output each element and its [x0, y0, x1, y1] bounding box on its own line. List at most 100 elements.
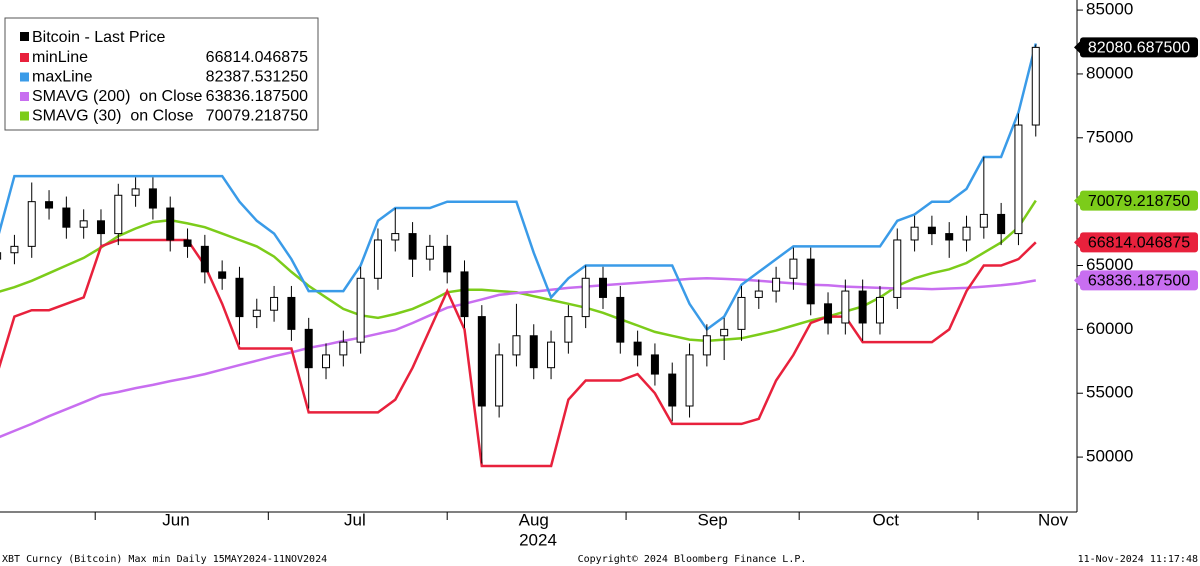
candle-body [200, 245, 209, 273]
candle-body [806, 258, 815, 305]
legend: Bitcoin - Last Price minLine 66814.046875 m… [4, 17, 319, 131]
x-axis-label: 2024 [519, 530, 557, 549]
candle-body [945, 233, 954, 241]
candle-body [148, 188, 157, 209]
legend-box [4, 17, 319, 131]
candle-body [183, 239, 192, 247]
footer-left: XBT Curncy (Bitcoin) Max min Daily 15MAY… [2, 554, 327, 565]
value-tag [1080, 190, 1198, 211]
x-tick-label: Nov [1038, 510, 1069, 529]
candle-body [373, 239, 382, 279]
candle-body [547, 341, 556, 369]
candle-body [62, 207, 71, 228]
candle-body [287, 296, 296, 330]
candle-body [1031, 46, 1040, 126]
value-tag-label: 63836.187500 [1088, 273, 1190, 290]
value-tag-pointer [1074, 236, 1080, 249]
candle-body [633, 341, 642, 356]
candle-body [737, 296, 746, 330]
candle-body [875, 296, 884, 324]
candle-body [270, 296, 279, 311]
candle-body [408, 233, 417, 260]
candle-body [910, 226, 919, 241]
candle-body [96, 220, 105, 235]
candle-body [218, 271, 227, 279]
legend-value: 63836.187500 [206, 88, 308, 105]
candle-body [858, 290, 867, 324]
candle-body [252, 309, 261, 318]
legend-swatch [20, 53, 29, 62]
legend-label: SMAVG (200) on Close [32, 88, 203, 105]
legend-swatch [20, 32, 29, 41]
candle-body [581, 277, 590, 318]
legend-label: minLine [32, 49, 88, 66]
candle-body [789, 258, 798, 279]
candle-body [477, 316, 486, 407]
y-tick-label: 75000 [1086, 127, 1133, 146]
candle-body [27, 201, 36, 247]
x-tick-label: Oct [873, 510, 900, 529]
legend-value: 82387.531250 [206, 69, 308, 86]
value-tag-label: 70079.218750 [1088, 193, 1190, 210]
candle-body [512, 335, 521, 356]
legend-value: 70079.218750 [206, 108, 308, 125]
candle-body [460, 271, 469, 318]
legend-swatch [20, 111, 29, 121]
candle-body [824, 303, 833, 324]
candle-body [1014, 124, 1023, 235]
series-line [0, 43, 1038, 332]
legend-swatch [20, 72, 29, 82]
candle-body [0, 252, 2, 260]
candle-body [564, 316, 573, 343]
x-tick-label: Jun [162, 510, 189, 529]
legend-label: SMAVG (30) on Close [32, 108, 194, 125]
footer-center: Copyright© 2024 Bloomberg Finance L.P. [578, 554, 807, 565]
candle-body [668, 373, 677, 407]
candle-body [79, 220, 88, 228]
candle-body [304, 328, 313, 369]
candle-body [322, 354, 331, 369]
candle-body [927, 226, 936, 235]
candle-body [10, 245, 19, 254]
x-tick-label: Sep [698, 510, 728, 529]
candle-body [356, 277, 365, 343]
y-tick-label: 50000 [1086, 447, 1133, 466]
value-tag-pointer [1074, 194, 1080, 207]
value-tag [1080, 232, 1198, 253]
y-tick-label: 55000 [1086, 383, 1133, 402]
value-tag-label: 66814.046875 [1088, 235, 1190, 252]
value-tag-pointer [1074, 274, 1080, 287]
candle-body [893, 239, 902, 298]
legend-value: 66814.046875 [206, 49, 308, 66]
candle-body [443, 245, 452, 273]
value-tag-label: 82080.687500 [1088, 40, 1190, 57]
candle-body [495, 354, 504, 407]
candle-body [754, 290, 763, 298]
candle-body [841, 290, 850, 324]
candle-body [650, 354, 659, 375]
footer-right: 11-Nov-2024 11:17:48 [1078, 554, 1198, 565]
candle-body [997, 213, 1006, 235]
candle-body [339, 341, 348, 356]
y-tick-label: 85000 [1086, 0, 1133, 19]
candle-body [529, 335, 538, 369]
candle-body [962, 226, 971, 241]
candle-body [425, 245, 434, 260]
candle-body [45, 201, 54, 209]
candle-body [720, 328, 729, 337]
value-tag [1080, 270, 1198, 291]
candle-body [391, 233, 400, 241]
y-tick-label: 80000 [1086, 63, 1133, 82]
x-tick-label: Aug [519, 510, 549, 529]
plot-area [0, 43, 1040, 468]
candle-body [616, 296, 625, 343]
legend-label: Bitcoin - Last Price [32, 29, 165, 46]
y-tick-label: 60000 [1086, 319, 1133, 338]
candle-body [131, 188, 140, 196]
legend-label: maxLine [32, 69, 93, 86]
value-tag-pointer [1074, 41, 1080, 54]
candle-body [685, 354, 694, 407]
candle-body [598, 277, 607, 298]
candle-body [772, 277, 781, 292]
